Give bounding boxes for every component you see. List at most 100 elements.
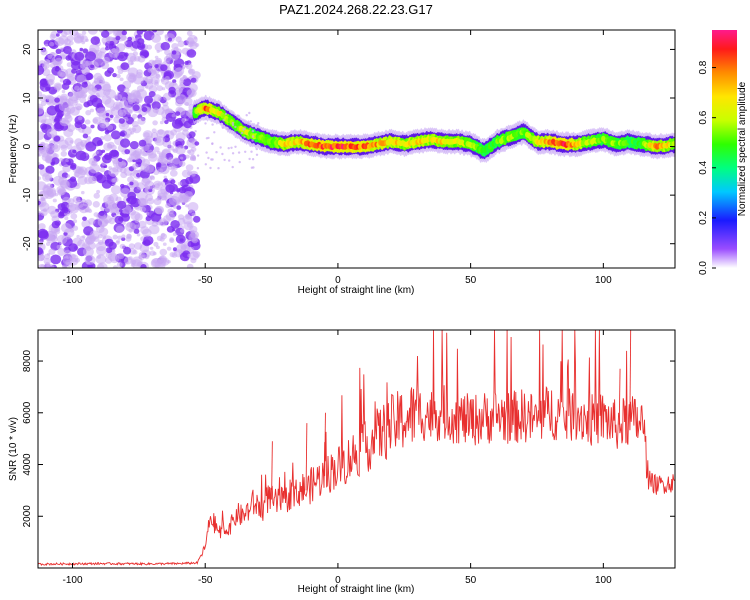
noise-point	[185, 164, 194, 172]
noise-point	[132, 51, 138, 57]
noise-point	[153, 146, 160, 153]
noise-point	[131, 40, 141, 49]
ridge-speck	[231, 152, 235, 155]
noise-point	[38, 106, 44, 115]
noise-point	[38, 247, 44, 256]
noise-point	[77, 88, 83, 94]
noise-point	[66, 62, 73, 68]
noise-point	[102, 83, 112, 92]
noise-point	[149, 250, 156, 256]
noise-point	[55, 33, 60, 37]
noise-point	[126, 233, 132, 239]
noise-point	[38, 230, 49, 240]
noise-point	[91, 97, 103, 108]
colorbar-tick-label: 0.2	[698, 211, 709, 225]
noise-point	[50, 254, 62, 265]
noise-point	[98, 51, 106, 58]
ridge-speck	[227, 147, 230, 150]
noise-point	[151, 34, 162, 43]
noise-point	[66, 174, 71, 178]
noise-point	[115, 73, 121, 79]
noise-point	[127, 74, 137, 83]
noise-point	[90, 36, 101, 45]
noise-point	[175, 111, 181, 116]
noise-point	[182, 78, 192, 87]
noise-point	[56, 112, 63, 119]
noise-point	[172, 232, 177, 237]
x-tick-label: 50	[465, 575, 477, 586]
noise-point	[73, 171, 80, 178]
noise-point	[134, 224, 140, 230]
noise-point	[53, 82, 63, 91]
noise-point	[108, 217, 116, 225]
noise-point	[110, 149, 119, 157]
noise-point	[76, 234, 80, 238]
noise-point	[132, 163, 139, 170]
noise-point	[129, 173, 134, 177]
noise-point	[123, 246, 132, 255]
ridge-speck	[240, 131, 244, 135]
noise-point	[61, 223, 72, 233]
noise-point	[88, 60, 99, 70]
noise-point	[192, 157, 197, 162]
noise-point	[151, 128, 157, 133]
noise-point	[132, 104, 140, 112]
ridge-speck	[217, 167, 220, 170]
noise-point	[104, 98, 115, 108]
noise-point	[75, 31, 80, 36]
noise-point	[183, 120, 192, 129]
noise-point	[154, 64, 159, 69]
noise-point	[180, 79, 185, 83]
noise-point	[186, 149, 192, 154]
noise-point	[127, 36, 133, 42]
noise-point	[132, 90, 142, 99]
noise-point	[95, 151, 99, 155]
ridge-speck	[196, 154, 200, 157]
noise-point	[118, 99, 129, 109]
x-tick-label: -50	[198, 275, 213, 286]
noise-point	[117, 235, 122, 240]
noise-point	[92, 116, 101, 125]
noise-point	[129, 209, 137, 216]
noise-point	[172, 157, 181, 165]
noise-point	[57, 234, 68, 245]
noise-point	[58, 139, 69, 149]
ridge-speck	[196, 167, 200, 170]
noise-point	[159, 120, 164, 125]
noise-point	[87, 209, 93, 213]
noise-point	[99, 211, 105, 216]
noise-point	[67, 198, 75, 205]
noise-point	[143, 132, 150, 138]
noise-point	[93, 192, 100, 199]
spectrogram-x-label: Height of straight line (km)	[298, 285, 415, 296]
noise-point	[153, 260, 157, 264]
noise-point	[62, 164, 72, 173]
ridge-speck	[242, 128, 245, 131]
ridge-speck	[251, 129, 255, 133]
noise-point	[89, 235, 97, 242]
noise-point	[85, 110, 92, 116]
noise-point	[150, 212, 162, 223]
ridge-speck	[207, 156, 210, 160]
noise-point	[187, 202, 199, 212]
noise-point	[104, 70, 112, 77]
ridge-speck	[213, 131, 216, 134]
noise-point	[119, 131, 125, 137]
noise-point	[170, 220, 180, 229]
noise-point	[154, 206, 164, 215]
colorbar-tick-label: 0.4	[698, 160, 709, 174]
noise-point	[178, 160, 186, 167]
noise-point	[46, 264, 55, 268]
ridge-speck	[236, 114, 240, 117]
noise-point	[38, 264, 46, 268]
noise-point	[117, 51, 128, 62]
snr-panel: -100 -50 0 50 100 2000 4000 6000 8000 Height of…	[8, 329, 676, 595]
ridge-speck	[231, 165, 234, 169]
noise-point	[177, 40, 185, 48]
noise-point	[59, 117, 69, 127]
noise-point	[190, 77, 197, 83]
noise-point	[153, 241, 159, 247]
noise-point	[163, 55, 171, 63]
noise-point	[171, 43, 179, 50]
